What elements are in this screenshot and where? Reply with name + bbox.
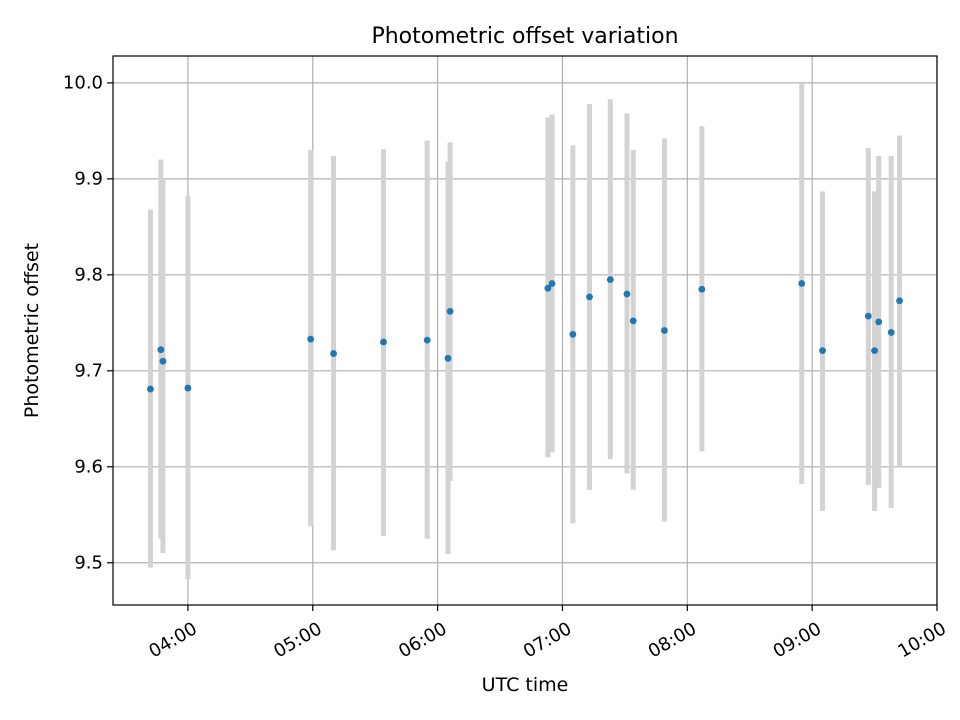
y-tick-label: 10.0	[63, 72, 103, 93]
data-point	[548, 280, 556, 287]
plot-frame	[112, 55, 938, 606]
data-point	[798, 280, 806, 287]
data-point	[698, 285, 706, 293]
data-point	[423, 336, 431, 344]
data-point	[544, 284, 552, 292]
data-point	[184, 384, 192, 392]
y-tick-label: 9.8	[74, 264, 103, 285]
data-point	[159, 357, 167, 365]
y-tick-label: 9.7	[74, 360, 103, 381]
data-point	[569, 330, 577, 338]
data-point	[446, 307, 454, 315]
data-point	[661, 327, 668, 334]
data-point	[444, 354, 452, 362]
data-point	[157, 346, 165, 354]
data-point	[875, 318, 883, 326]
data-point	[864, 312, 872, 320]
data-point	[606, 276, 614, 284]
data-point	[887, 329, 895, 336]
data-point	[623, 290, 631, 298]
data-point	[307, 335, 315, 343]
y-tick-label: 9.5	[74, 552, 103, 573]
data-point	[586, 293, 593, 301]
y-tick-label: 9.9	[74, 168, 103, 189]
data-points	[147, 276, 903, 393]
y-axis-label: Photometric offset	[21, 243, 43, 418]
data-point	[896, 297, 903, 305]
y-tick-label: 9.6	[74, 456, 103, 477]
data-point	[330, 350, 337, 357]
data-point	[629, 317, 637, 325]
chart-title: Photometric offset variation	[371, 24, 678, 49]
data-point	[147, 385, 154, 393]
data-point	[871, 347, 878, 355]
data-point	[380, 338, 387, 346]
data-point	[819, 347, 826, 355]
y-axis: 9.5 9.6 9.7 9.8 9.9 10.0	[63, 72, 113, 573]
x-axis-label: UTC time	[482, 674, 569, 696]
